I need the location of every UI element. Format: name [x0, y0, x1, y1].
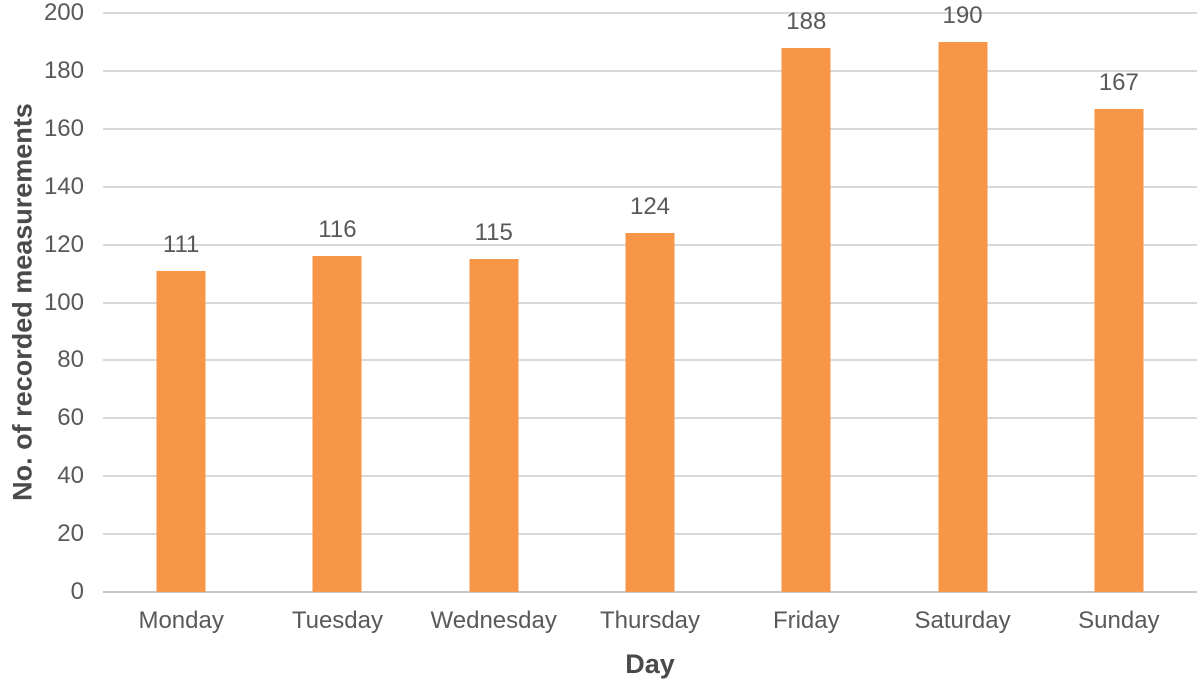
y-axis-tick-label: 120: [43, 230, 84, 258]
bar-value-label: 116: [318, 216, 357, 244]
x-axis-title: Day: [625, 649, 675, 679]
bar-value-label: 124: [629, 193, 671, 221]
x-axis-category-label: Thursday: [599, 607, 701, 634]
bar-value-label: 188: [786, 7, 827, 35]
y-axis-tick-labels: 0 20 40 60 80 100 120 140 160 180 200: [0, 0, 84, 605]
bar-value-label: 111: [162, 230, 200, 258]
bar-thursday: [625, 233, 675, 592]
x-axis-category-label: Monday: [138, 607, 224, 634]
x-axis-category-labels: Monday Tuesday Wednesday Thursday Friday Satu…: [103, 607, 1197, 637]
gridline: [103, 127, 1197, 130]
y-axis-tick-label: 80: [57, 346, 84, 374]
x-axis-category-label: Sunday: [1078, 607, 1160, 634]
x-axis-line: [103, 591, 1197, 593]
plot-area: 111 116 115 124 188 190 167: [103, 2, 1197, 593]
y-axis-tick-label: 200: [43, 0, 84, 26]
gridline: [103, 185, 1197, 188]
y-axis-tick-label: 160: [43, 114, 84, 142]
y-axis-tick-label: 0: [70, 578, 84, 605]
gridline: [103, 69, 1197, 72]
bar-friday: [781, 47, 831, 592]
gridline: [103, 12, 1197, 14]
bar-value-label: 190: [942, 1, 983, 29]
x-axis-category-label: Tuesday: [291, 607, 384, 634]
y-axis-tick-label: 180: [43, 56, 84, 84]
bar-tuesday: [312, 256, 362, 592]
bar-monday: [156, 270, 206, 592]
x-axis-category-label: Friday: [772, 607, 840, 634]
x-axis-category-label: Saturday: [914, 607, 1011, 634]
y-axis-tick-label: 20: [57, 520, 84, 548]
bar-saturday: [938, 41, 988, 592]
y-axis-tick-label: 100: [43, 288, 84, 316]
bar-sunday: [1094, 108, 1144, 592]
x-axis-category-label: Wednesday: [430, 607, 557, 634]
y-axis-tick-label: 40: [57, 462, 84, 490]
bar-wednesday: [469, 259, 519, 592]
bar-value-label: 115: [474, 219, 513, 247]
y-axis-tick-label: 140: [43, 172, 84, 200]
bar-value-label: 167: [1098, 68, 1139, 96]
y-axis-tick-label: 60: [57, 404, 84, 432]
